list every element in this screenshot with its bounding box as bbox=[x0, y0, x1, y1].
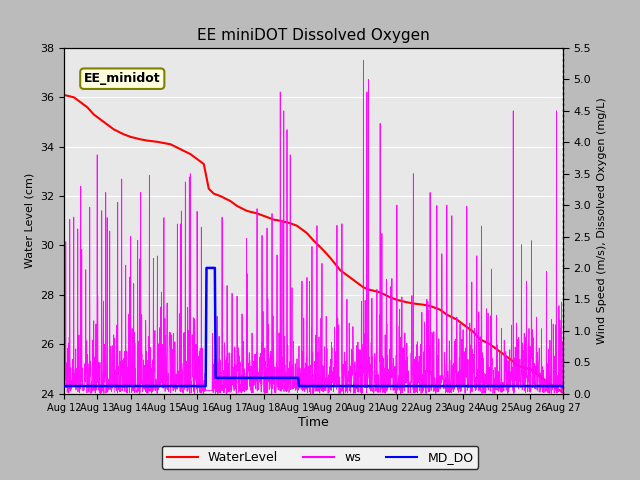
Y-axis label: Wind Speed (m/s), Dissolved Oxygen (mg/L): Wind Speed (m/s), Dissolved Oxygen (mg/L… bbox=[597, 97, 607, 344]
X-axis label: Time: Time bbox=[298, 416, 329, 429]
Title: EE miniDOT Dissolved Oxygen: EE miniDOT Dissolved Oxygen bbox=[197, 28, 430, 43]
Y-axis label: Water Level (cm): Water Level (cm) bbox=[24, 173, 35, 268]
Legend: WaterLevel, ws, MD_DO: WaterLevel, ws, MD_DO bbox=[161, 446, 479, 469]
Text: EE_minidot: EE_minidot bbox=[84, 72, 161, 85]
